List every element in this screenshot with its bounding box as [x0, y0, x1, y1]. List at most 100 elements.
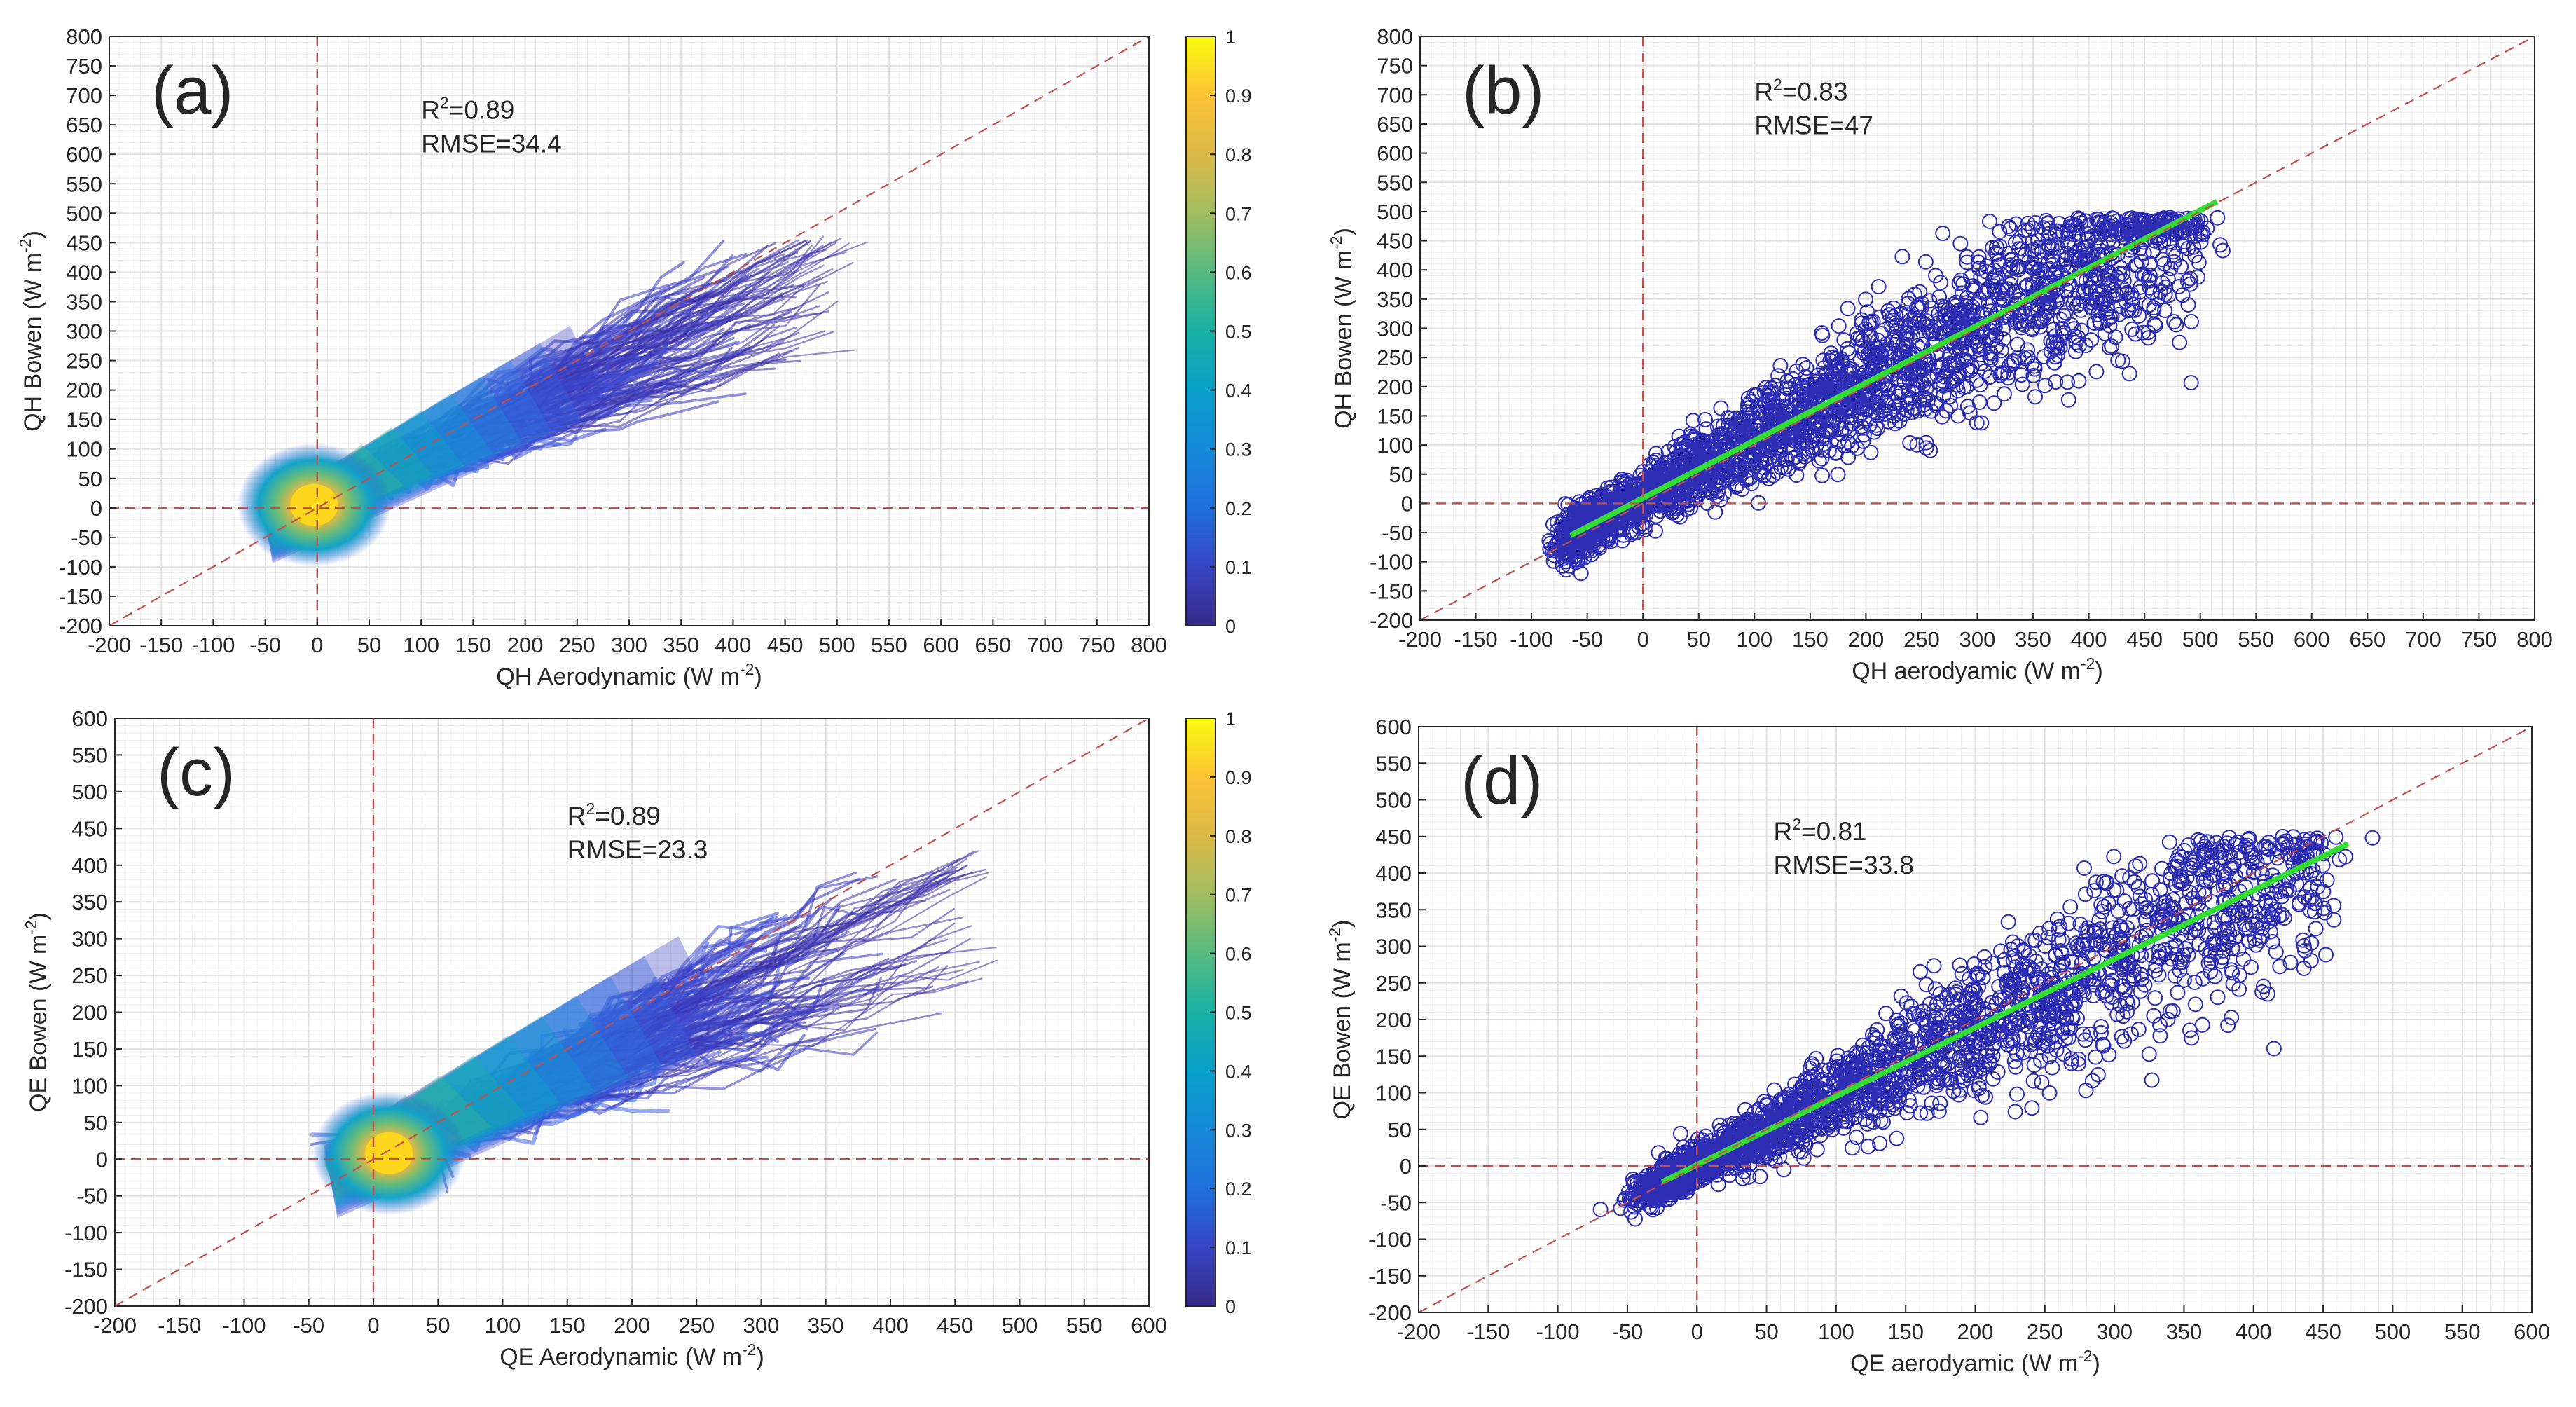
- scatter-point: [1920, 392, 1936, 408]
- scatter-point: [1963, 269, 1978, 285]
- y-tick-label: -50: [71, 526, 102, 550]
- scatter-point: [2130, 879, 2147, 895]
- scatter-point: [1876, 355, 1892, 371]
- x-tick-label: -100: [1510, 627, 1553, 652]
- x-tick-label: 800: [1131, 633, 1167, 657]
- scatter-point: [2107, 329, 2123, 345]
- x-tick-label: 50: [357, 633, 381, 657]
- scatter-point: [1899, 336, 1915, 352]
- scatter-point: [1786, 426, 1803, 442]
- x-tick-label: 750: [1079, 633, 1115, 657]
- y-tick-label: 550: [1377, 170, 1413, 195]
- x-tick-label: 350: [2015, 627, 2051, 652]
- x-tick-label: -100: [191, 633, 235, 657]
- colorbar-tick-label: 0.8: [1225, 826, 1252, 847]
- scatter-point: [1878, 1006, 1894, 1022]
- scatter-point: [1861, 329, 1878, 345]
- scatter-point: [1983, 323, 1999, 339]
- scatter-point: [1909, 437, 1925, 453]
- scatter-point: [2318, 947, 2334, 963]
- scatter-point: [1704, 434, 1720, 450]
- scatter-point: [2135, 324, 2151, 341]
- y-tick-label: 250: [66, 349, 102, 373]
- y-tick-label: 50: [1389, 462, 1413, 487]
- x-tick-label: 200: [614, 1313, 650, 1338]
- scatter-point: [1983, 345, 1999, 362]
- scatter-point: [1602, 508, 1618, 524]
- scatter-point: [1973, 269, 1989, 285]
- scatter-point: [1873, 326, 1889, 341]
- scatter-point: [2049, 262, 2065, 277]
- scatter-point: [1740, 412, 1756, 428]
- density-core-c: [365, 1132, 413, 1174]
- scatter-point: [2036, 349, 2052, 364]
- scatter-point: [2041, 238, 2057, 254]
- y-tick-label: 500: [1377, 200, 1413, 224]
- x-tick-label: 0: [1637, 627, 1649, 652]
- scatter-point: [1877, 406, 1893, 422]
- ticks-c: -200 -150 -100 -50 0 50 100 150 200 250 300 350 400 4…: [64, 706, 1167, 1338]
- scatter-point: [1854, 398, 1870, 414]
- scatter-point: [1768, 378, 1784, 394]
- scatter-point: [1948, 371, 1964, 387]
- reference-lines-a: [109, 36, 1150, 626]
- y-tick-label: 500: [66, 201, 102, 226]
- scatter-point: [2170, 984, 2186, 1001]
- panel-b: -200 -150 -100 -50 0 50 100 150 200 250 300 350 400 4…: [1327, 25, 2553, 685]
- scatter-point: [1566, 509, 1582, 526]
- scatter-point: [2183, 375, 2199, 391]
- scatter-point: [1941, 389, 1957, 405]
- scatter-point: [2256, 978, 2271, 994]
- scatter-point: [1648, 523, 1663, 539]
- y-tick-label: 400: [66, 260, 102, 284]
- colorbar-tick-label: 0.7: [1225, 885, 1252, 906]
- data-layer-c: [309, 850, 998, 1219]
- scatter-point: [1900, 307, 1915, 323]
- scatter-point: [1874, 346, 1890, 362]
- y-tick-label: 0: [96, 1147, 108, 1172]
- scatter-point: [2160, 271, 2176, 287]
- colorbar-tick-label: 1: [1225, 27, 1236, 48]
- scatter-point: [1693, 434, 1708, 451]
- scatter-point: [1798, 441, 1814, 457]
- scatter-point: [2180, 240, 2196, 256]
- x-tick-label: 50: [1687, 627, 1711, 652]
- scatter-point: [2154, 860, 2170, 877]
- y-tick-label: 200: [66, 378, 102, 403]
- x-tick-label: -150: [139, 633, 183, 657]
- scatter-point: [1854, 341, 1869, 357]
- scatter-point: [2071, 1051, 2087, 1067]
- scatter-point: [2049, 223, 2065, 239]
- y-tick-label: 300: [66, 320, 102, 344]
- data-layer-a: [237, 235, 868, 567]
- scatter-point: [1592, 1202, 1609, 1218]
- scatter-point: [2034, 1074, 2050, 1090]
- scatter-point: [2003, 270, 2019, 286]
- scatter-point: [1966, 1083, 1982, 1099]
- y-tick-label: 550: [66, 172, 102, 196]
- scatter-point: [2060, 392, 2076, 408]
- scatter-point: [1901, 319, 1917, 335]
- scatter-point: [1756, 406, 1771, 423]
- y-tick-label: -100: [64, 1221, 108, 1245]
- scatter-point: [1954, 285, 1970, 301]
- x-tick-label: -150: [1454, 627, 1498, 652]
- scatter-point: [2068, 343, 2083, 359]
- y-tick-label: 250: [71, 963, 108, 988]
- colorbar-tick-label: 0.7: [1225, 203, 1252, 224]
- colorbar-tick-label: 1: [1225, 708, 1236, 729]
- x-tick-label: 50: [426, 1313, 450, 1338]
- scatter-point: [1877, 394, 1893, 410]
- scatter-point: [2053, 943, 2069, 959]
- scatter-point: [2041, 261, 2057, 277]
- y-tick-label: 450: [71, 816, 108, 841]
- x-tick-label: 550: [2238, 627, 2274, 652]
- scatter-point: [2275, 828, 2291, 844]
- y-tick-label: 350: [1377, 287, 1413, 312]
- scatter-point: [1974, 415, 1990, 431]
- scatter-point: [1789, 467, 1805, 483]
- scatter-point: [2063, 215, 2079, 231]
- scatter-point: [2133, 254, 2149, 270]
- y-tick-label: 250: [1377, 345, 1413, 370]
- scatter-point: [1918, 440, 1934, 456]
